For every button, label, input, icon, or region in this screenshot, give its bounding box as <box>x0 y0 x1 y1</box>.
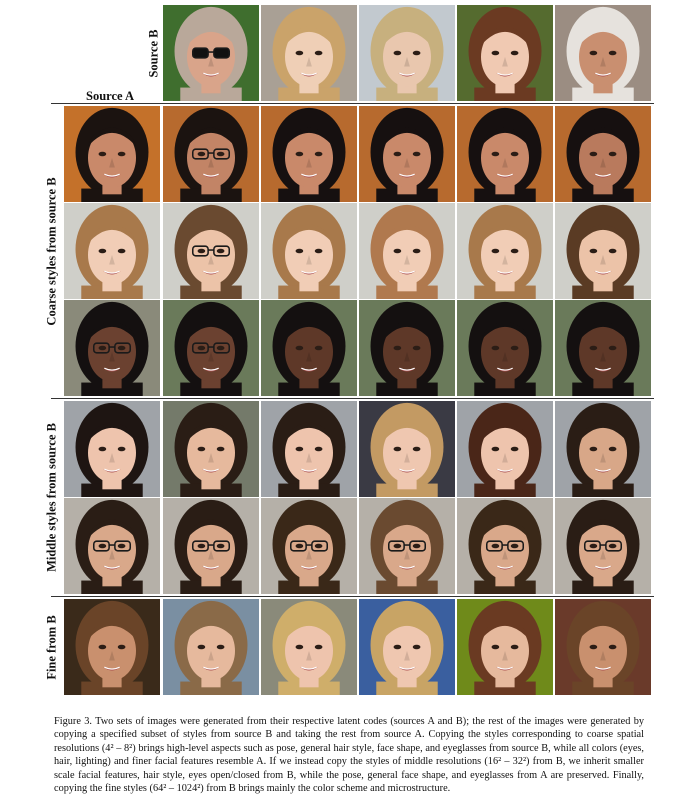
source-b-image <box>261 5 357 101</box>
source-a-image <box>64 300 160 396</box>
mixed-style-image <box>163 498 259 594</box>
mixed-style-image <box>359 106 455 202</box>
source-a-image <box>64 106 160 202</box>
mixed-style-image <box>555 300 651 396</box>
mixed-style-image <box>457 203 553 299</box>
source-a-image <box>64 401 160 497</box>
source-a-image <box>64 498 160 594</box>
mixed-style-image <box>555 203 651 299</box>
mixed-style-image <box>555 498 651 594</box>
mixed-style-image <box>261 498 357 594</box>
source-b-image <box>555 5 651 101</box>
mixed-style-image <box>359 498 455 594</box>
divider-top <box>51 103 654 104</box>
divider-middle-fine <box>51 596 654 597</box>
mixed-style-image <box>555 401 651 497</box>
mixed-style-image <box>261 106 357 202</box>
mixed-style-image <box>261 599 357 695</box>
mixed-style-image <box>359 599 455 695</box>
mixed-style-image <box>261 401 357 497</box>
fine-section-label: Fine from B <box>44 615 59 680</box>
mixed-style-image <box>261 300 357 396</box>
source-a-image <box>64 599 160 695</box>
mixed-style-image <box>457 599 553 695</box>
source-b-image <box>163 5 259 101</box>
source-a-image <box>64 203 160 299</box>
mixed-style-image <box>555 599 651 695</box>
source-b-image <box>359 5 455 101</box>
mixed-style-image <box>163 401 259 497</box>
mixed-style-image <box>163 300 259 396</box>
mixed-style-image <box>457 498 553 594</box>
mixed-style-image <box>163 203 259 299</box>
source-a-label: Source A <box>86 89 135 103</box>
source-b-image <box>457 5 553 101</box>
mixed-style-image <box>457 401 553 497</box>
mixed-style-image <box>457 106 553 202</box>
middle-section-label: Middle styles from source B <box>44 423 59 572</box>
mixed-style-image <box>163 599 259 695</box>
mixed-style-image <box>359 300 455 396</box>
mixed-style-image <box>359 203 455 299</box>
mixed-style-image <box>359 401 455 497</box>
mixed-style-image <box>457 300 553 396</box>
mixed-style-image <box>261 203 357 299</box>
coarse-section-label: Coarse styles from source B <box>44 177 59 326</box>
divider-coarse-middle <box>51 398 654 399</box>
mixed-style-image <box>163 106 259 202</box>
figure-caption: Figure 3. Two sets of images were genera… <box>54 716 644 795</box>
mixed-style-image <box>555 106 651 202</box>
